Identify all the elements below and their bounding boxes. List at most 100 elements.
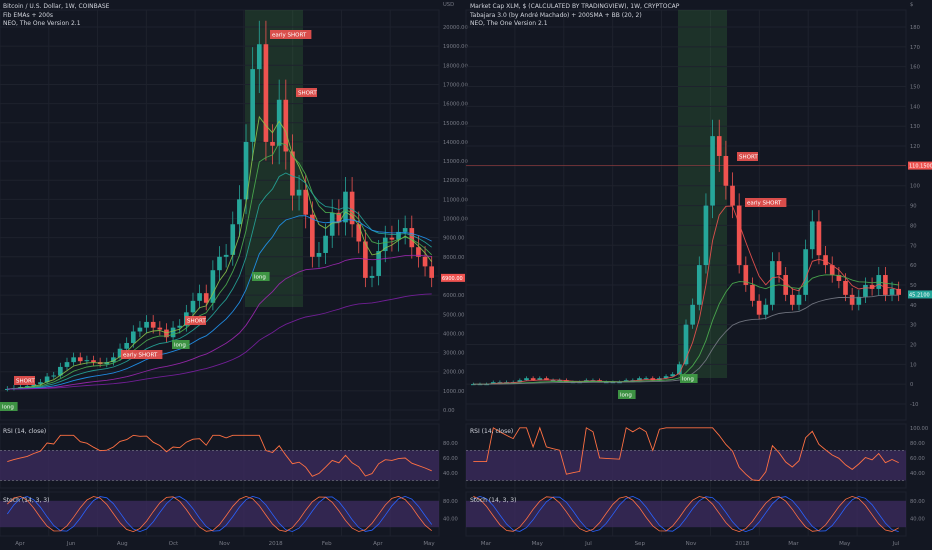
right-price-tick: 20 xyxy=(910,342,917,348)
left-legend-indicator-1[interactable]: Fib EMAs + 200s xyxy=(3,11,54,19)
right-candle xyxy=(790,294,795,305)
right-candle xyxy=(690,304,695,325)
right-rsi-label[interactable]: RSI (14, close) xyxy=(470,428,514,435)
right-rsi-band xyxy=(466,450,906,481)
left-signal: long xyxy=(174,343,186,349)
left-ma-line-3 xyxy=(7,215,432,390)
left-candle xyxy=(323,235,328,253)
left-stoch-tick: 80.00 xyxy=(443,499,458,505)
left-signal-box xyxy=(172,340,190,349)
left-candle xyxy=(144,321,149,328)
left-last-price: 6900.00 xyxy=(442,276,463,282)
right-candle xyxy=(517,380,523,383)
right-candle xyxy=(849,294,855,305)
right-candle xyxy=(803,249,808,295)
right-candle xyxy=(537,378,543,381)
right-legend-symbol[interactable]: Market Cap XLM, $ (CALCULATED BY TRADING… xyxy=(470,3,680,10)
right-price-tick: 90 xyxy=(910,204,917,210)
right-ma-line-0 xyxy=(473,205,899,385)
right-candle xyxy=(796,294,802,305)
right-candle xyxy=(716,136,722,156)
left-candle xyxy=(396,231,401,240)
right-signal-box xyxy=(745,198,787,207)
right-price-tick: 120 xyxy=(910,144,920,150)
right-candle xyxy=(544,378,549,381)
left-candle xyxy=(283,99,289,152)
left-stoch-band xyxy=(0,500,439,528)
left-signal-box xyxy=(252,272,270,281)
left-candle xyxy=(31,384,37,387)
left-candle xyxy=(38,382,43,385)
left-stoch-line-0 xyxy=(6,495,433,533)
left-candle xyxy=(164,329,169,338)
right-price-tick: 70 xyxy=(910,243,917,249)
left-time-label: Apr xyxy=(373,541,383,547)
right-time-label: Sep xyxy=(635,541,646,547)
left-candle xyxy=(237,199,242,225)
right-price-tick: 100 xyxy=(910,184,920,190)
left-price-tick: 11000.00 xyxy=(443,197,468,203)
right-candle xyxy=(816,221,822,256)
right-candle xyxy=(750,284,755,301)
right-candle xyxy=(730,185,735,206)
left-price-tick: 20000.00 xyxy=(443,25,468,31)
right-time-label: Nov xyxy=(686,541,697,547)
right-legend-indicator-2[interactable]: NEO, The One Version 2.1 xyxy=(470,20,548,27)
left-price-tick: 8000.00 xyxy=(443,255,464,261)
right-candle xyxy=(683,324,689,365)
left-rsi-label[interactable]: RSI (14, close) xyxy=(3,428,47,435)
left-candle xyxy=(329,212,335,236)
right-last-price-tag xyxy=(908,290,932,299)
right-candle xyxy=(650,378,656,381)
left-chart[interactable]: 20000.00 19000.00 18000.00 17000.00 16000.00… xyxy=(0,2,468,547)
right-time-label: May xyxy=(839,541,851,547)
right-rsi-tick: 40.00 xyxy=(910,471,925,477)
right-signal: early SHORT xyxy=(747,201,782,207)
left-signal: SHORT xyxy=(298,91,317,97)
right-rsi-line xyxy=(473,426,899,481)
right-signal-box xyxy=(680,374,698,383)
right-candle xyxy=(696,265,702,305)
right-price-tick: -10 xyxy=(910,402,918,408)
right-chart[interactable]: 1801701601501401301201101009080706050403… xyxy=(465,2,932,547)
right-candle xyxy=(823,255,828,266)
left-candle xyxy=(197,293,202,301)
left-candle xyxy=(190,300,196,313)
left-legend-symbol[interactable]: Bitcoin / U.S. Dollar, 1W, COINBASE xyxy=(3,3,110,10)
right-price-tick: 140 xyxy=(910,104,920,110)
right-candle xyxy=(637,378,642,381)
left-price-tick: 17000.00 xyxy=(443,82,468,88)
left-candle xyxy=(210,270,216,303)
right-candle xyxy=(736,205,742,266)
right-candle xyxy=(869,284,875,289)
left-time-label: Oct xyxy=(169,541,179,547)
left-price-tick: 15000.00 xyxy=(443,121,468,127)
left-candle xyxy=(124,342,129,349)
left-price-tick: 5000.00 xyxy=(443,312,464,318)
right-candle xyxy=(843,280,848,295)
left-rsi-line xyxy=(7,434,432,477)
left-legend-indicator-2[interactable]: NEO, The One Version 2.1 xyxy=(3,20,81,27)
left-time-label: Jun xyxy=(66,541,76,547)
left-candle xyxy=(416,247,421,257)
left-stoch-line-1 xyxy=(7,495,432,533)
right-candle xyxy=(896,288,902,295)
left-candle xyxy=(157,327,163,330)
right-price-tick: 150 xyxy=(910,85,920,91)
left-candle xyxy=(376,251,381,276)
right-stoch-label[interactable]: Stoch (14, 3, 3) xyxy=(470,497,517,504)
right-legend-indicator-1[interactable]: Tabajara 3.0 (by André Machado) + 200SMA… xyxy=(470,11,642,19)
left-signal-box xyxy=(0,402,18,411)
right-candle xyxy=(524,378,529,381)
right-time-label: Jul xyxy=(584,541,592,547)
right-candle xyxy=(829,265,835,276)
left-stoch-label[interactable]: Stoch (14, 3, 3) xyxy=(3,497,50,504)
right-candle xyxy=(783,275,789,295)
left-time-label: Nov xyxy=(219,541,230,547)
left-price-tick: 2000.00 xyxy=(443,370,464,376)
right-candle xyxy=(550,380,556,382)
right-price-tick: 30 xyxy=(910,323,917,329)
right-candle xyxy=(670,374,676,377)
right-candle xyxy=(484,384,489,386)
